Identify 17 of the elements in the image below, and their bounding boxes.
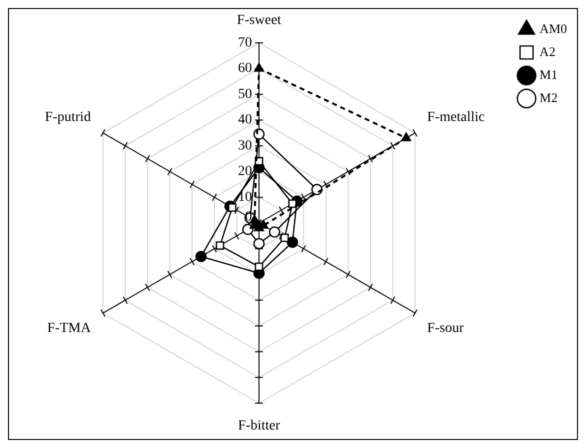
legend-label: M2: [540, 90, 558, 105]
legend-label: AM0: [540, 20, 568, 36]
y-tick-label: 30: [238, 138, 280, 154]
spoke-label: F-sweet: [236, 13, 282, 28]
spoke-label: F-putrid: [44, 110, 91, 126]
y-tick-label: 50: [238, 86, 280, 102]
spoke-label: F-TMA: [47, 321, 92, 336]
legend-label: M1: [540, 66, 558, 82]
spoke-label: F-sour: [427, 321, 464, 336]
legend-label: A2: [540, 44, 556, 59]
spoke-label: F-bitter: [238, 418, 280, 434]
y-tick-label: 10: [238, 190, 280, 205]
spoke-label: F-metallic: [427, 110, 485, 126]
y-tick-label: 20: [238, 164, 280, 180]
y-tick-label: 40: [238, 112, 280, 128]
y-tick-label: 70: [238, 35, 280, 50]
y-tick-label: 60: [238, 61, 280, 76]
